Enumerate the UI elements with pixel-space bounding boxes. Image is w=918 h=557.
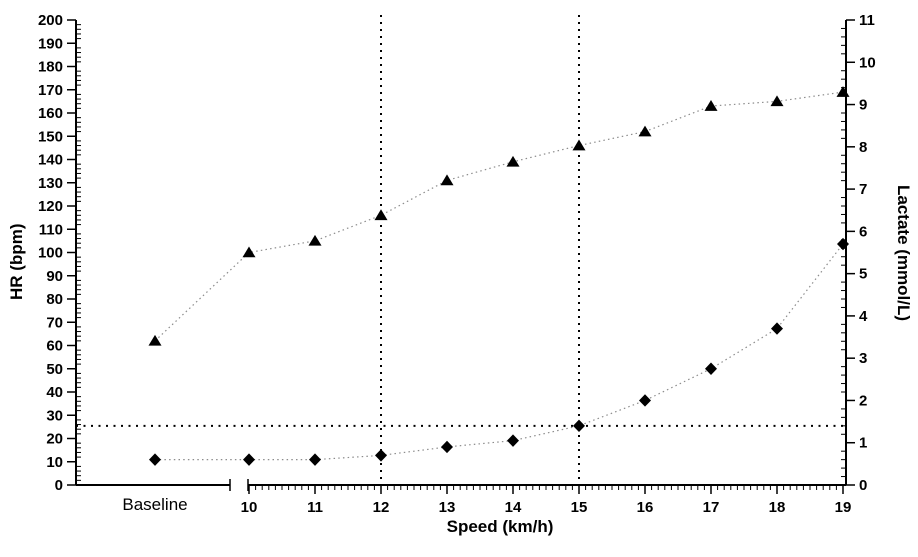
x-axis-tick-label: 19 [835,499,852,516]
left-axis-tick-label: 100 [38,245,63,262]
lactate-marker-diamond [639,394,651,407]
left-axis-tick-label: 110 [39,221,63,238]
x-axis-tick-label: 12 [373,499,390,516]
right-axis-tick-label: 4 [859,308,868,325]
left-axis-tick-label: 50 [46,361,63,378]
left-axis-tick-label: 30 [46,407,63,424]
right-axis-tick-label: 2 [859,392,867,409]
hr-marker-triangle [242,246,256,258]
lactate-marker-diamond [573,419,585,433]
x-axis-tick-label: 10 [241,499,258,516]
right-axis-tick-label: 7 [859,181,867,198]
right-axis-tick-label: 9 [859,97,867,114]
hr-marker-triangle [308,234,322,246]
lactate-marker-diamond [771,322,783,335]
hr-marker-triangle [704,100,718,111]
x-axis-tick-label: 17 [703,499,720,516]
left-axis-tick-label: 20 [46,431,63,448]
x-axis-tick-label: 11 [307,499,323,516]
x-axis-tick-label: 18 [769,499,786,516]
lactate-marker-diamond [837,237,849,251]
axes: 0102030405060708090100110120130140150160… [38,12,876,516]
left-axis-tick-label: 120 [38,198,63,215]
left-axis-tick-label: 200 [38,12,63,29]
left-axis-tick-label: 160 [38,105,63,122]
hr-marker-triangle [572,139,586,151]
lactate-series [149,237,849,466]
x-axis-baseline-label: Baseline [122,495,187,514]
left-axis-tick-label: 0 [55,477,63,494]
reference-lines [76,15,846,485]
x-axis-tick-label: 14 [505,499,522,516]
right-axis-tick-label: 10 [859,54,876,71]
right-axis-tick-label: 1 [859,435,867,452]
right-axis-tick-label: 11 [859,12,875,29]
left-axis-tick-label: 60 [46,338,63,355]
hr-marker-triangle [374,209,388,221]
left-axis-tick-label: 70 [46,314,63,331]
right-axis-tick-label: 5 [859,266,867,283]
right-axis-tick-label: 6 [859,223,867,240]
right-axis-title: Lactate (mmol/L) [894,185,913,321]
hr-marker-triangle [148,334,162,346]
lactate-marker-diamond [243,453,255,466]
lactate-marker-diamond [705,362,717,375]
left-axis-tick-label: 10 [46,454,63,471]
left-axis-tick-label: 40 [46,384,63,401]
left-axis-tick-label: 140 [38,152,63,169]
left-axis-tick-label: 90 [46,268,63,285]
data-series [148,86,850,466]
right-axis-tick-label: 8 [859,139,867,156]
hr-series [148,86,850,346]
hr-connector-line [154,91,844,342]
left-axis-tick-label: 170 [38,82,63,99]
left-axis-tick-label: 130 [38,175,63,192]
lactate-connector-line [155,243,844,461]
left-axis-tick-label: 80 [46,291,63,308]
hr-marker-triangle [638,125,652,137]
lactate-marker-diamond [375,449,387,462]
left-axis-tick-label: 150 [38,128,63,145]
hr-marker-triangle [770,95,784,107]
x-axis-title: Speed (km/h) [447,517,554,536]
left-axis-title: HR (bpm) [7,224,26,300]
hr-marker-triangle [440,174,454,186]
lactate-marker-diamond [507,434,519,447]
x-axis-tick-label: 13 [439,499,456,516]
x-axis-tick-label: 16 [637,499,654,516]
lactate-marker-diamond [441,440,453,454]
lactate-marker-diamond [149,453,161,466]
lactate-marker-diamond [309,453,321,466]
right-axis-tick-label: 0 [859,477,867,494]
left-axis-tick-label: 180 [38,59,63,76]
x-axis-tick-label: 15 [571,499,588,516]
left-axis-tick-label: 190 [38,35,63,52]
hr-marker-triangle [836,86,850,97]
hr-marker-triangle [506,155,520,167]
right-axis-tick-label: 3 [859,350,867,367]
